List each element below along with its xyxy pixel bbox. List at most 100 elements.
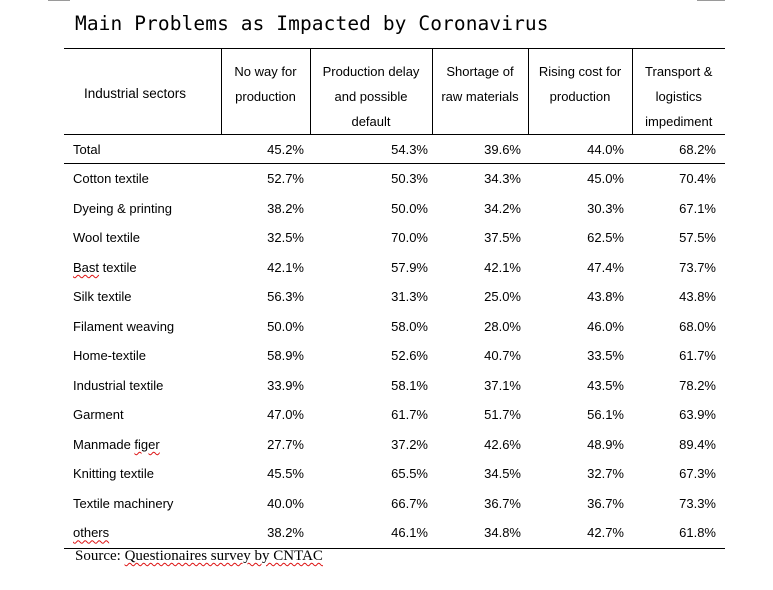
sector-name-cell: Silk textile (73, 289, 132, 305)
sector-name-cell: Total (64, 134, 221, 164)
table-row: Textile machinery 40.0% 66.7% 36.7% 36.7% 73.… (64, 489, 725, 519)
value-cell: 68.2% (632, 134, 725, 164)
value-cell: 46.1% (310, 518, 432, 549)
table-row: Cotton textile 52.7% 50.3% 34.3% 45.0% 70.4% (64, 164, 725, 194)
value-cell: 45.2% (221, 134, 310, 164)
value-cell: 37.5% (484, 230, 521, 246)
value-cell: 58.9% (267, 348, 304, 364)
column-header-transport: Transport & logistics impediment (631, 48, 725, 135)
value-cell: 34.8% (432, 518, 528, 549)
value-cell: 70.0% (391, 230, 428, 246)
spellcheck-underline: others (73, 525, 110, 541)
sector-name-cell: Industrial textile (73, 377, 164, 393)
value-cell: 52.7% (267, 171, 304, 187)
value-cell: 31.3% (391, 289, 428, 305)
table-row: Dyeing & printing 38.2% 50.0% 34.2% 30.3% 67.… (64, 194, 725, 224)
problems-table: Industrial sectors No way for production… (64, 48, 725, 549)
value-cell: 65.5% (391, 466, 428, 482)
value-cell: 61.8% (632, 518, 725, 549)
value-cell: 47.4% (587, 259, 624, 275)
value-cell: 56.1% (587, 407, 624, 423)
source-prefix: Source: (75, 548, 121, 564)
value-cell: 47.0% (267, 407, 304, 423)
column-header-production-delay: Production delay and possible default (309, 48, 432, 135)
value-cell: 78.2% (679, 377, 716, 393)
sector-name-cell: Filament weaving (73, 318, 175, 334)
value-cell: 56.3% (267, 289, 304, 305)
value-cell: 89.4% (679, 436, 716, 452)
sector-name-cell: Cotton textile (73, 171, 149, 187)
value-cell: 43.8% (679, 289, 716, 305)
table-row: Industrial textile 33.9% 58.1% 37.1% 43.5% 78… (64, 371, 725, 401)
sector-name-cell: Bast textile (73, 259, 137, 275)
value-cell: 58.0% (391, 318, 428, 334)
value-cell: 34.5% (484, 466, 521, 482)
table-title: Main Problems as Impacted by Coronavirus (75, 12, 549, 35)
source-note: Source: Questionaires survey by CNTAC (75, 548, 323, 565)
value-cell: 25.0% (484, 289, 521, 305)
value-cell: 46.0% (587, 318, 624, 334)
value-cell: 48.9% (587, 436, 624, 452)
value-cell: 73.7% (679, 259, 716, 275)
value-cell: 62.5% (587, 230, 624, 246)
value-cell: 57.9% (391, 259, 428, 275)
value-cell: 70.4% (679, 171, 716, 187)
column-header-rising-cost: Rising cost for production (527, 48, 632, 135)
page-corner-mark-left (48, 0, 70, 1)
column-header-shortage: Shortage of raw materials (431, 48, 528, 135)
value-cell: 52.6% (391, 348, 428, 364)
sector-name-cell: Textile machinery (73, 495, 174, 511)
value-cell: 32.5% (267, 230, 304, 246)
value-cell: 39.6% (432, 134, 528, 164)
sector-name-cell: others (64, 518, 221, 549)
table-row: Garment 47.0% 61.7% 51.7% 56.1% 63.9% (64, 400, 725, 430)
table-header-row: Industrial sectors No way for production… (64, 48, 725, 135)
value-cell: 42.7% (528, 518, 632, 549)
value-cell: 43.5% (587, 377, 624, 393)
page-corner-mark-right (697, 0, 725, 1)
value-cell: 44.0% (528, 134, 632, 164)
value-cell: 67.3% (679, 466, 716, 482)
sector-column-header: Industrial sectors (64, 48, 221, 135)
value-cell: 32.7% (587, 466, 624, 482)
sector-name-cell: Dyeing & printing (73, 200, 172, 216)
value-cell: 37.2% (391, 436, 428, 452)
sector-name-cell: Home-textile (73, 348, 146, 364)
value-cell: 61.7% (391, 407, 428, 423)
value-cell: 73.3% (679, 495, 716, 511)
table-row: others 38.2% 46.1% 34.8% 42.7% 61.8% (64, 518, 725, 549)
value-cell: 50.0% (267, 318, 304, 334)
value-cell: 67.1% (679, 200, 716, 216)
value-cell: 43.8% (587, 289, 624, 305)
value-cell: 38.2% (221, 518, 310, 549)
value-cell: 61.7% (679, 348, 716, 364)
value-cell: 33.5% (587, 348, 624, 364)
value-cell: 28.0% (484, 318, 521, 334)
value-cell: 36.7% (587, 495, 624, 511)
value-cell: 33.9% (267, 377, 304, 393)
value-cell: 42.6% (484, 436, 521, 452)
source-text: Questionaires survey by CNTAC (124, 548, 323, 564)
value-cell: 68.0% (679, 318, 716, 334)
value-cell: 38.2% (267, 200, 304, 216)
value-cell: 63.9% (679, 407, 716, 423)
value-cell: 66.7% (391, 495, 428, 511)
value-cell: 42.1% (484, 259, 521, 275)
value-cell: 57.5% (679, 230, 716, 246)
value-cell: 30.3% (587, 200, 624, 216)
value-cell: 42.1% (267, 259, 304, 275)
sector-name-cell: Manmade figer (73, 436, 160, 452)
table-body: Total 45.2% 54.3% 39.6% 44.0% 68.2% Cotton tex… (64, 134, 725, 549)
sector-name-cell: Garment (73, 407, 124, 423)
value-cell: 34.3% (484, 171, 521, 187)
value-cell: 34.2% (484, 200, 521, 216)
column-header-no-way: No way for production (220, 48, 310, 135)
value-cell: 40.0% (267, 495, 304, 511)
value-cell: 50.3% (391, 171, 428, 187)
table-row: Bast textile 42.1% 57.9% 42.1% 47.4% 73.7% (64, 253, 725, 283)
value-cell: 27.7% (267, 436, 304, 452)
spellcheck-underline: figer (134, 436, 160, 452)
value-cell: 36.7% (484, 495, 521, 511)
table-row: Silk textile 56.3% 31.3% 25.0% 43.8% 43.8% (64, 282, 725, 312)
table-row: Manmade figer 27.7% 37.2% 42.6% 48.9% 89.4% (64, 430, 725, 460)
